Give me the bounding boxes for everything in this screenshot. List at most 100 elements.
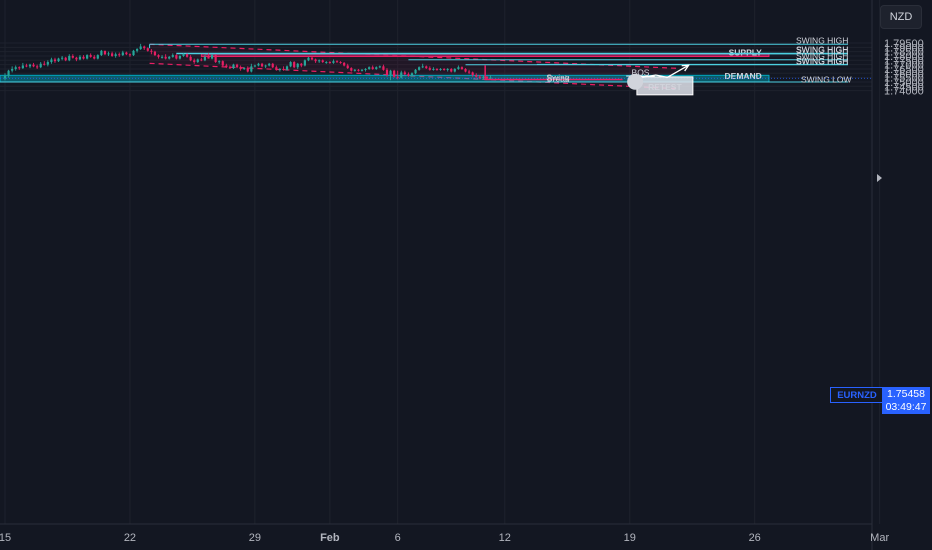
candle-body <box>39 63 42 68</box>
candle-body <box>193 60 196 63</box>
candle-body <box>18 67 21 69</box>
candle-body <box>164 56 167 59</box>
bos-label: BOS <box>632 68 650 78</box>
price-tick-label: 1.77500 <box>884 55 924 67</box>
candle-body <box>439 68 442 70</box>
candle-body <box>150 50 153 52</box>
time-tick-label: Feb <box>320 532 340 544</box>
candle-body <box>50 59 53 63</box>
candle-body <box>125 52 128 55</box>
candle-body <box>378 66 381 68</box>
price-axis[interactable]: 1.795001.790001.785001.780001.775001.770… <box>871 0 924 550</box>
candle-body <box>178 55 182 59</box>
candle-body <box>182 54 185 56</box>
candle-body <box>318 60 321 62</box>
candle-body <box>282 68 285 70</box>
projection-arrowhead <box>681 64 690 72</box>
candle-body <box>14 67 17 69</box>
candle-body <box>485 76 489 79</box>
price-tick-label: 1.77000 <box>884 60 924 72</box>
candle-body <box>246 68 249 72</box>
candle-body <box>418 67 421 70</box>
time-tick-label: 22 <box>124 532 136 544</box>
candle-body <box>121 52 124 56</box>
candle-body <box>403 72 406 75</box>
bar-countdown: 03:49:47 <box>885 400 927 413</box>
candle-body <box>435 68 439 70</box>
projection-path <box>642 64 689 79</box>
currency-button[interactable]: NZD <box>880 5 922 29</box>
price-tick-label: 1.79000 <box>884 42 924 54</box>
candle-body <box>421 66 424 68</box>
time-tick-label: 12 <box>499 532 511 544</box>
candle-body <box>21 65 24 69</box>
candle-body <box>364 68 367 70</box>
swing-break-label-2: Break <box>547 74 570 84</box>
candle-body <box>460 67 464 69</box>
candle-body <box>471 72 474 76</box>
candle-body <box>96 55 99 59</box>
zones: SUPPLY DEMAND <box>0 47 872 83</box>
time-axis[interactable]: 15 22 29 Feb 6 12 19 26 Mar <box>0 523 889 544</box>
gridlines <box>0 0 881 524</box>
candle-body <box>371 67 374 69</box>
candle-body <box>143 46 146 49</box>
symbol-label: EURNZD <box>837 389 877 401</box>
candle-body <box>111 53 114 56</box>
price-tick-label: 1.78000 <box>884 51 924 63</box>
candle-body <box>260 63 264 67</box>
candle-body <box>86 55 89 59</box>
candle-body <box>235 64 239 68</box>
candle-body <box>428 68 431 70</box>
swing-high-label: SWING HIGH <box>796 57 848 67</box>
candle-body <box>64 57 67 61</box>
candle-body <box>43 63 46 65</box>
candle-body <box>139 46 142 50</box>
candle-body <box>189 56 192 61</box>
price-tick-label: 1.76500 <box>884 64 924 76</box>
price-tick-label: 1.78500 <box>884 47 924 59</box>
time-tick-label: 6 <box>395 532 401 544</box>
candle-body <box>443 68 446 70</box>
candle-body <box>243 68 246 70</box>
candle-body <box>11 68 14 71</box>
candle-body <box>75 57 78 60</box>
time-tick-label: 19 <box>624 532 636 544</box>
candle-body <box>135 49 139 51</box>
candle-body <box>218 61 221 63</box>
candle-body <box>100 50 103 56</box>
swing-low-marker <box>627 73 644 90</box>
candle-body <box>171 55 174 57</box>
candle-body <box>353 69 356 71</box>
candle-body <box>46 62 49 65</box>
candle-body <box>332 61 335 63</box>
candle-body <box>393 70 396 77</box>
scale-arrow-icon[interactable] <box>877 174 882 182</box>
candle-body <box>389 70 392 76</box>
time-tick-label: 15 <box>0 532 11 544</box>
candle-body <box>68 55 71 61</box>
candle-body <box>293 62 296 68</box>
last-price: 1.75458 <box>887 387 925 400</box>
candle-body <box>396 76 399 78</box>
swing-low-label: SWING LOW <box>801 75 852 85</box>
candle-body <box>207 56 210 59</box>
candle-body <box>314 59 317 62</box>
candle-body <box>360 69 364 71</box>
candle-body <box>3 75 7 79</box>
candle-body <box>253 65 256 67</box>
candle-body <box>185 54 189 57</box>
candle-body <box>310 57 314 60</box>
candle-body <box>103 50 107 55</box>
candle-body <box>339 62 342 64</box>
candle-body <box>296 63 299 68</box>
candle-body <box>446 68 449 70</box>
candle-body <box>464 68 467 72</box>
candle-body <box>335 61 339 63</box>
candle-body <box>410 73 414 76</box>
candle-body <box>468 71 471 73</box>
candle-body <box>475 75 478 77</box>
